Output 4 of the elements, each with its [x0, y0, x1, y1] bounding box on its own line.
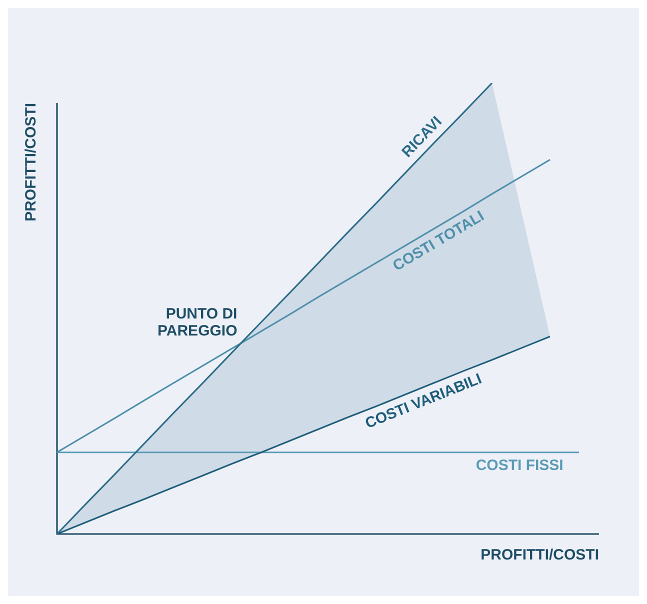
series-label: COSTI FISSI [476, 457, 564, 474]
annotation: PUNTO DI PAREGGIO [158, 306, 238, 340]
x-axis-title: PROFITTI/COSTI [480, 546, 599, 564]
y-axis-title: PROFITTI/COSTI [22, 103, 40, 222]
